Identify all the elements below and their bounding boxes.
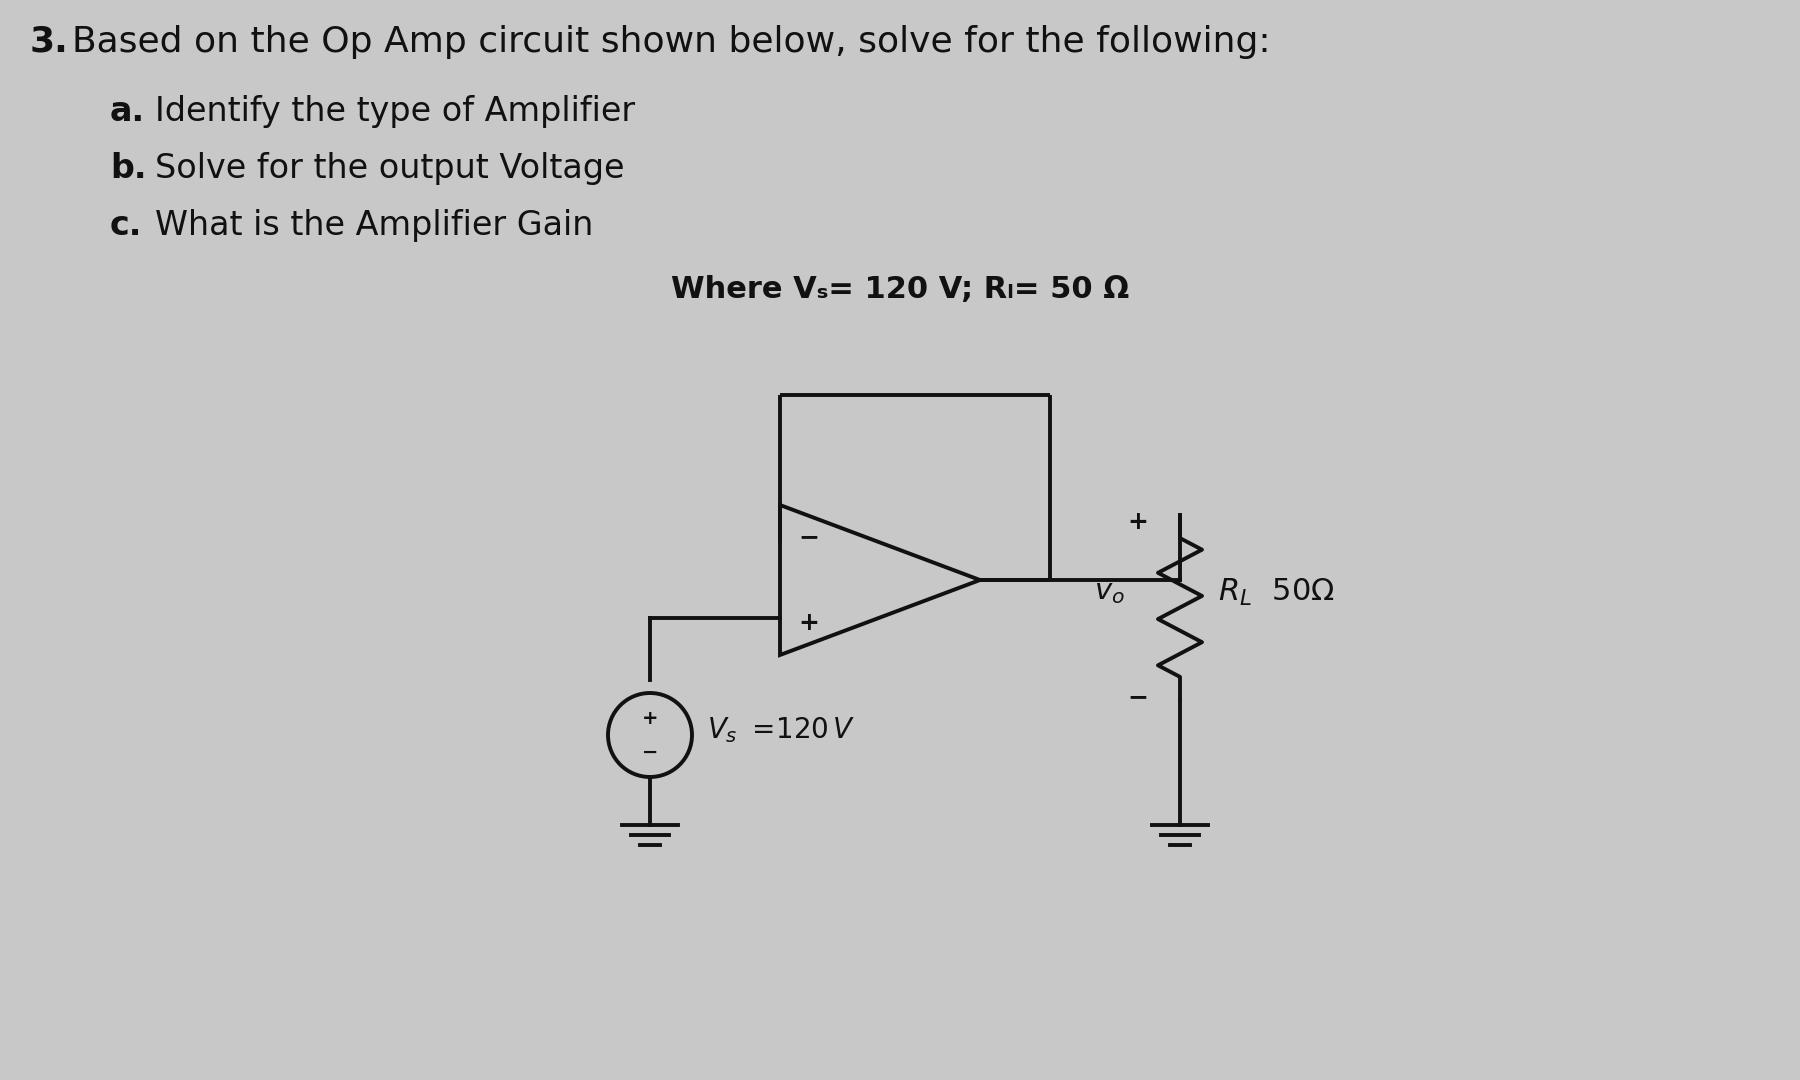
Text: $R_L\ \ 50\Omega$: $R_L\ \ 50\Omega$: [1219, 577, 1334, 608]
Text: $v_o$: $v_o$: [1094, 579, 1125, 607]
Text: Solve for the output Voltage: Solve for the output Voltage: [155, 152, 625, 185]
Text: +: +: [797, 610, 819, 634]
Text: Based on the Op Amp circuit shown below, solve for the following:: Based on the Op Amp circuit shown below,…: [72, 25, 1271, 59]
Text: What is the Amplifier Gain: What is the Amplifier Gain: [155, 210, 594, 242]
Text: Where Vₛ= 120 V; Rₗ= 50 Ω: Where Vₛ= 120 V; Rₗ= 50 Ω: [671, 275, 1129, 303]
Text: 3.: 3.: [31, 25, 68, 59]
Text: b.: b.: [110, 152, 146, 185]
Text: c.: c.: [110, 210, 142, 242]
Text: $V_s\ =\!120\,V$: $V_s\ =\!120\,V$: [707, 715, 855, 745]
Text: +: +: [1127, 510, 1148, 534]
Text: −: −: [797, 526, 819, 550]
Text: +: +: [643, 708, 659, 728]
Text: −: −: [643, 743, 659, 761]
Text: −: −: [1127, 685, 1148, 708]
Text: a.: a.: [110, 95, 146, 129]
Text: Identify the type of Amplifier: Identify the type of Amplifier: [155, 95, 635, 129]
